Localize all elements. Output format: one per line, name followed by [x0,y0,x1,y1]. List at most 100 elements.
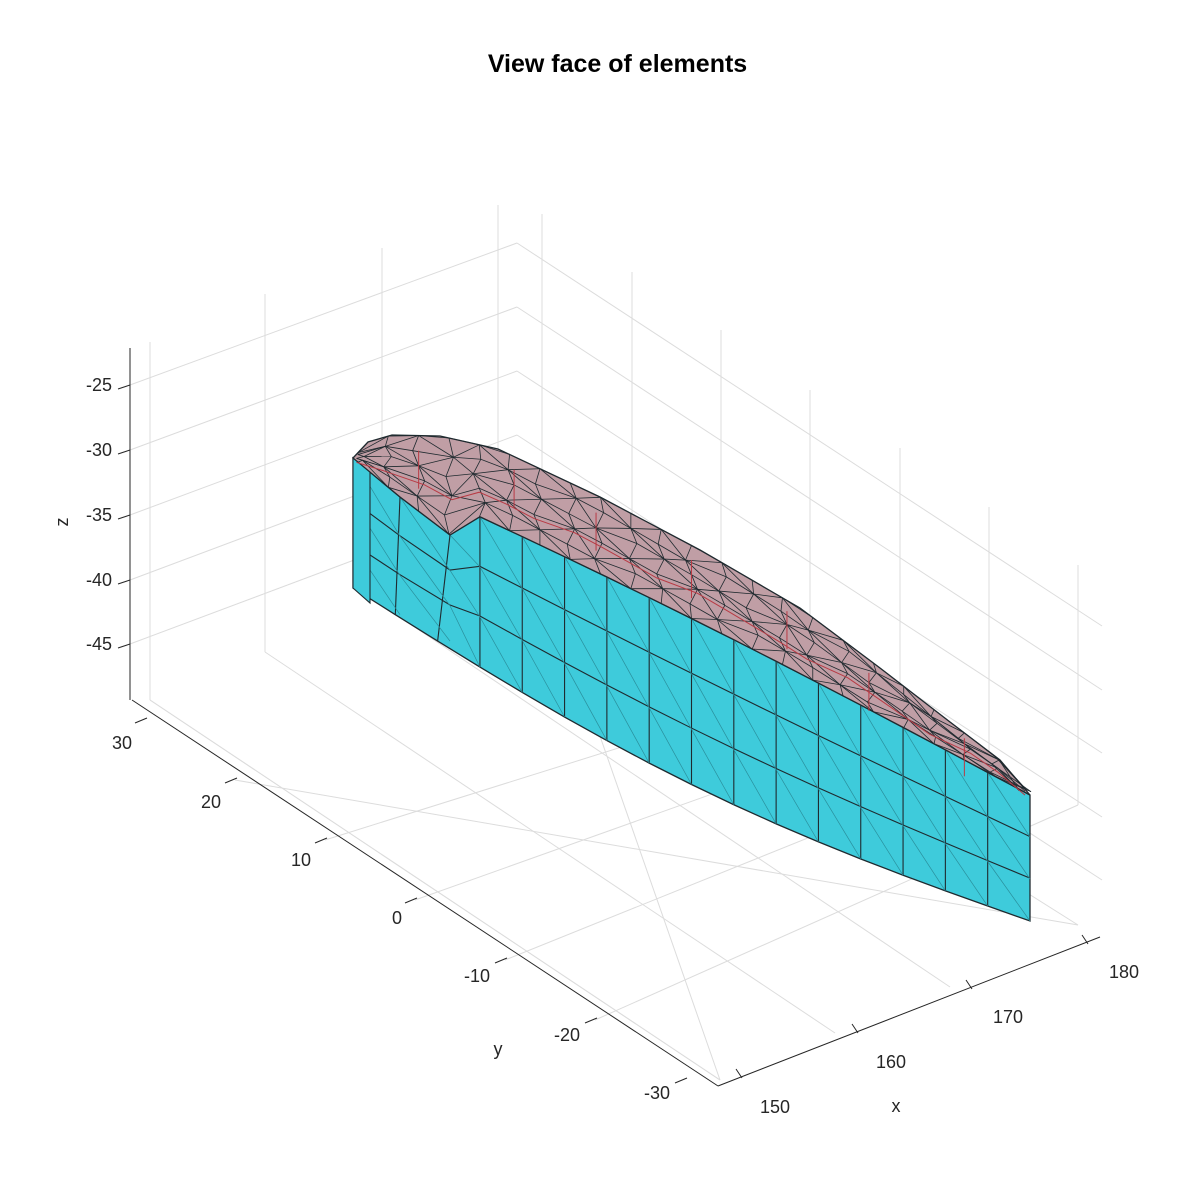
top-element-edge [812,667,841,686]
top-element-edge [958,738,965,745]
top-element-edge [660,588,664,604]
top-element-edge [383,466,425,482]
top-element-diagonal [453,456,474,475]
axes-lines [129,348,1101,1087]
top-element-diagonal [630,528,662,530]
top-element-edge [716,605,726,620]
top-element-edge [576,497,604,513]
top-element-edge [779,637,786,652]
element-diagonal [564,609,608,687]
top-element-edge [533,514,575,530]
top-element-edge [841,662,870,683]
element-diagonal [479,616,523,693]
top-element-edge [935,736,964,755]
y-tick-label: 0 [392,908,402,928]
top-element-edge [535,483,577,499]
top-element-edge [909,702,938,724]
top-element-edge [479,487,507,501]
top-element-edge [745,607,788,625]
top-element-edge [357,445,386,455]
top-element-edge [745,593,754,608]
top-element-edge [603,512,632,529]
top-element-edge [479,444,510,455]
top-element-diagonal [485,499,507,504]
element-diagonal [818,682,862,757]
top-element-diagonal [752,648,786,652]
top-element-edge [779,624,788,639]
top-element-diagonal [786,624,809,631]
y-tick-label: -20 [554,1025,580,1045]
top-element-diagonal [484,502,510,531]
top-element-diagonal [785,650,807,656]
top-element-edge [933,709,965,734]
top-element-edge [595,527,603,544]
top-element-edge [472,459,482,474]
top-element-edge [718,590,726,606]
top-element-diagonal [962,754,995,777]
top-element-edge [903,719,909,728]
end-cap [352,456,371,605]
top-element-edge [657,529,662,545]
z-tick-label: -35 [86,505,112,525]
element-diagonal [902,825,946,892]
y-tick-label: 10 [291,850,311,870]
top-element-diagonal [697,589,718,620]
top-element-diagonal [385,445,419,467]
top-element-edge [930,709,935,717]
top-element-diagonal [933,743,964,755]
element-diagonal [648,597,692,675]
top-element-diagonal [473,473,507,501]
top-element-edge [385,445,413,452]
top-element-edge [506,484,515,501]
z-tick-label: -30 [86,440,112,460]
top-element-edge [751,580,755,595]
top-element-diagonal [416,495,450,535]
top-element-edge [630,513,662,530]
top-element-diagonal [448,502,486,535]
top-element-diagonal [385,435,419,447]
top-element-diagonal [362,459,384,468]
z-axis-label: z [52,518,72,527]
top-element-edge [717,619,759,636]
top-element-edge [656,573,664,589]
element-diagonal [902,776,946,845]
top-element-edge [357,454,365,457]
top-element-edge [506,499,535,515]
element-diagonal [733,749,777,825]
top-element-diagonal [903,686,932,717]
top-element-diagonal [453,444,480,458]
top-element-diagonal [451,495,486,504]
top-element-diagonal [930,716,965,734]
top-element-edge [839,684,844,696]
top-element-diagonal [751,621,786,652]
top-element-edge [566,544,571,560]
top-element-diagonal [363,445,386,457]
top-element-edge [847,673,876,693]
top-element-edge [685,559,692,575]
top-element-diagonal [807,629,842,663]
top-element-edge [691,574,720,592]
x-tick-label: 160 [876,1052,906,1072]
top-element-diagonal [629,558,663,589]
top-element-edge [451,487,480,497]
element-diagonal [733,694,777,770]
top-element-diagonal [362,459,389,488]
top-element-edge [842,640,850,652]
y-tick-label: 30 [112,733,132,753]
top-element-edge [389,476,418,497]
top-element-edge [387,477,391,488]
top-element-diagonal [539,529,571,560]
top-element-edge [478,488,486,503]
top-element-edge [412,450,420,466]
top-element-edge [509,454,541,470]
top-element-diagonal [717,619,753,622]
top-element-edge [357,435,389,454]
top-element-edge [418,435,449,439]
top-element-edge [507,454,510,470]
top-element-edge [513,484,542,500]
top-element-edge [418,465,426,482]
element-diagonal [449,534,481,568]
top-element-edge [472,473,480,489]
top-element-edge [780,597,783,612]
z-tick-label: -45 [86,634,112,654]
